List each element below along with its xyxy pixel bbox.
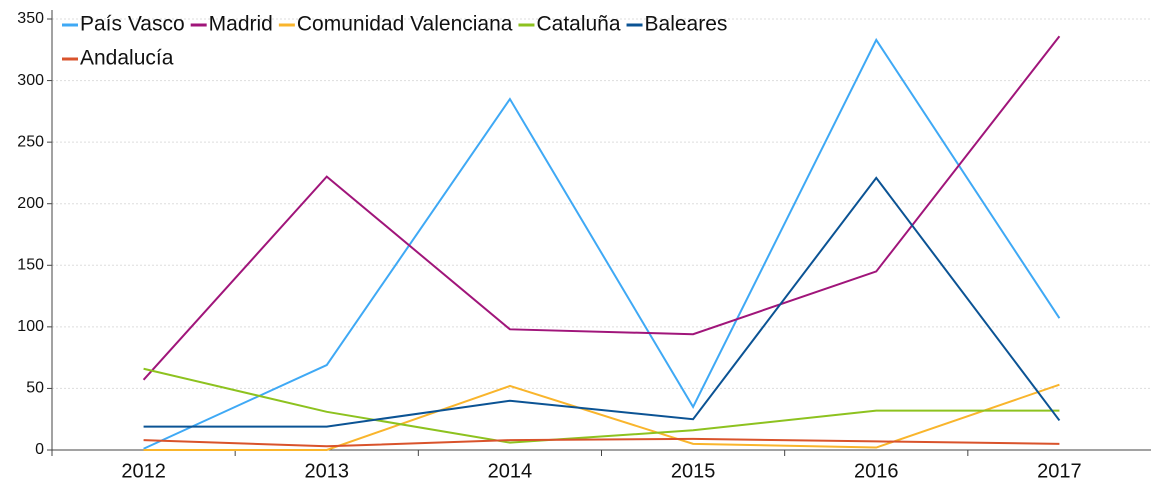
legend-label: Baleares bbox=[645, 13, 728, 36]
x-tick-label: 2016 bbox=[854, 460, 899, 482]
series-line bbox=[142, 35, 1061, 381]
legend-label: Madrid bbox=[209, 13, 273, 36]
series-line bbox=[143, 437, 1060, 448]
y-tick-label: 0 bbox=[35, 441, 44, 458]
x-tick-label: 2014 bbox=[488, 460, 533, 482]
y-tick-label: 100 bbox=[17, 318, 44, 335]
series-line bbox=[143, 367, 1060, 444]
legend-label: Cataluña bbox=[536, 13, 620, 36]
legend-label: Andalucía bbox=[80, 47, 174, 70]
y-tick-label: 300 bbox=[17, 72, 44, 89]
legend-label: País Vasco bbox=[80, 13, 185, 36]
series-line bbox=[143, 176, 1061, 428]
y-tick-label: 350 bbox=[17, 10, 44, 27]
series-line bbox=[143, 37, 1061, 450]
y-tick-label: 200 bbox=[17, 195, 44, 212]
legend-label: Comunidad Valenciana bbox=[297, 13, 513, 36]
series-line bbox=[143, 383, 1060, 451]
y-tick-label: 150 bbox=[17, 257, 44, 274]
x-tick-label: 2017 bbox=[1037, 460, 1082, 482]
y-tick-label: 50 bbox=[26, 380, 44, 397]
x-tick-label: 2015 bbox=[671, 460, 716, 482]
x-tick-label: 2013 bbox=[305, 460, 350, 482]
x-tick-label: 2012 bbox=[121, 460, 166, 482]
y-tick-label: 250 bbox=[17, 133, 44, 150]
